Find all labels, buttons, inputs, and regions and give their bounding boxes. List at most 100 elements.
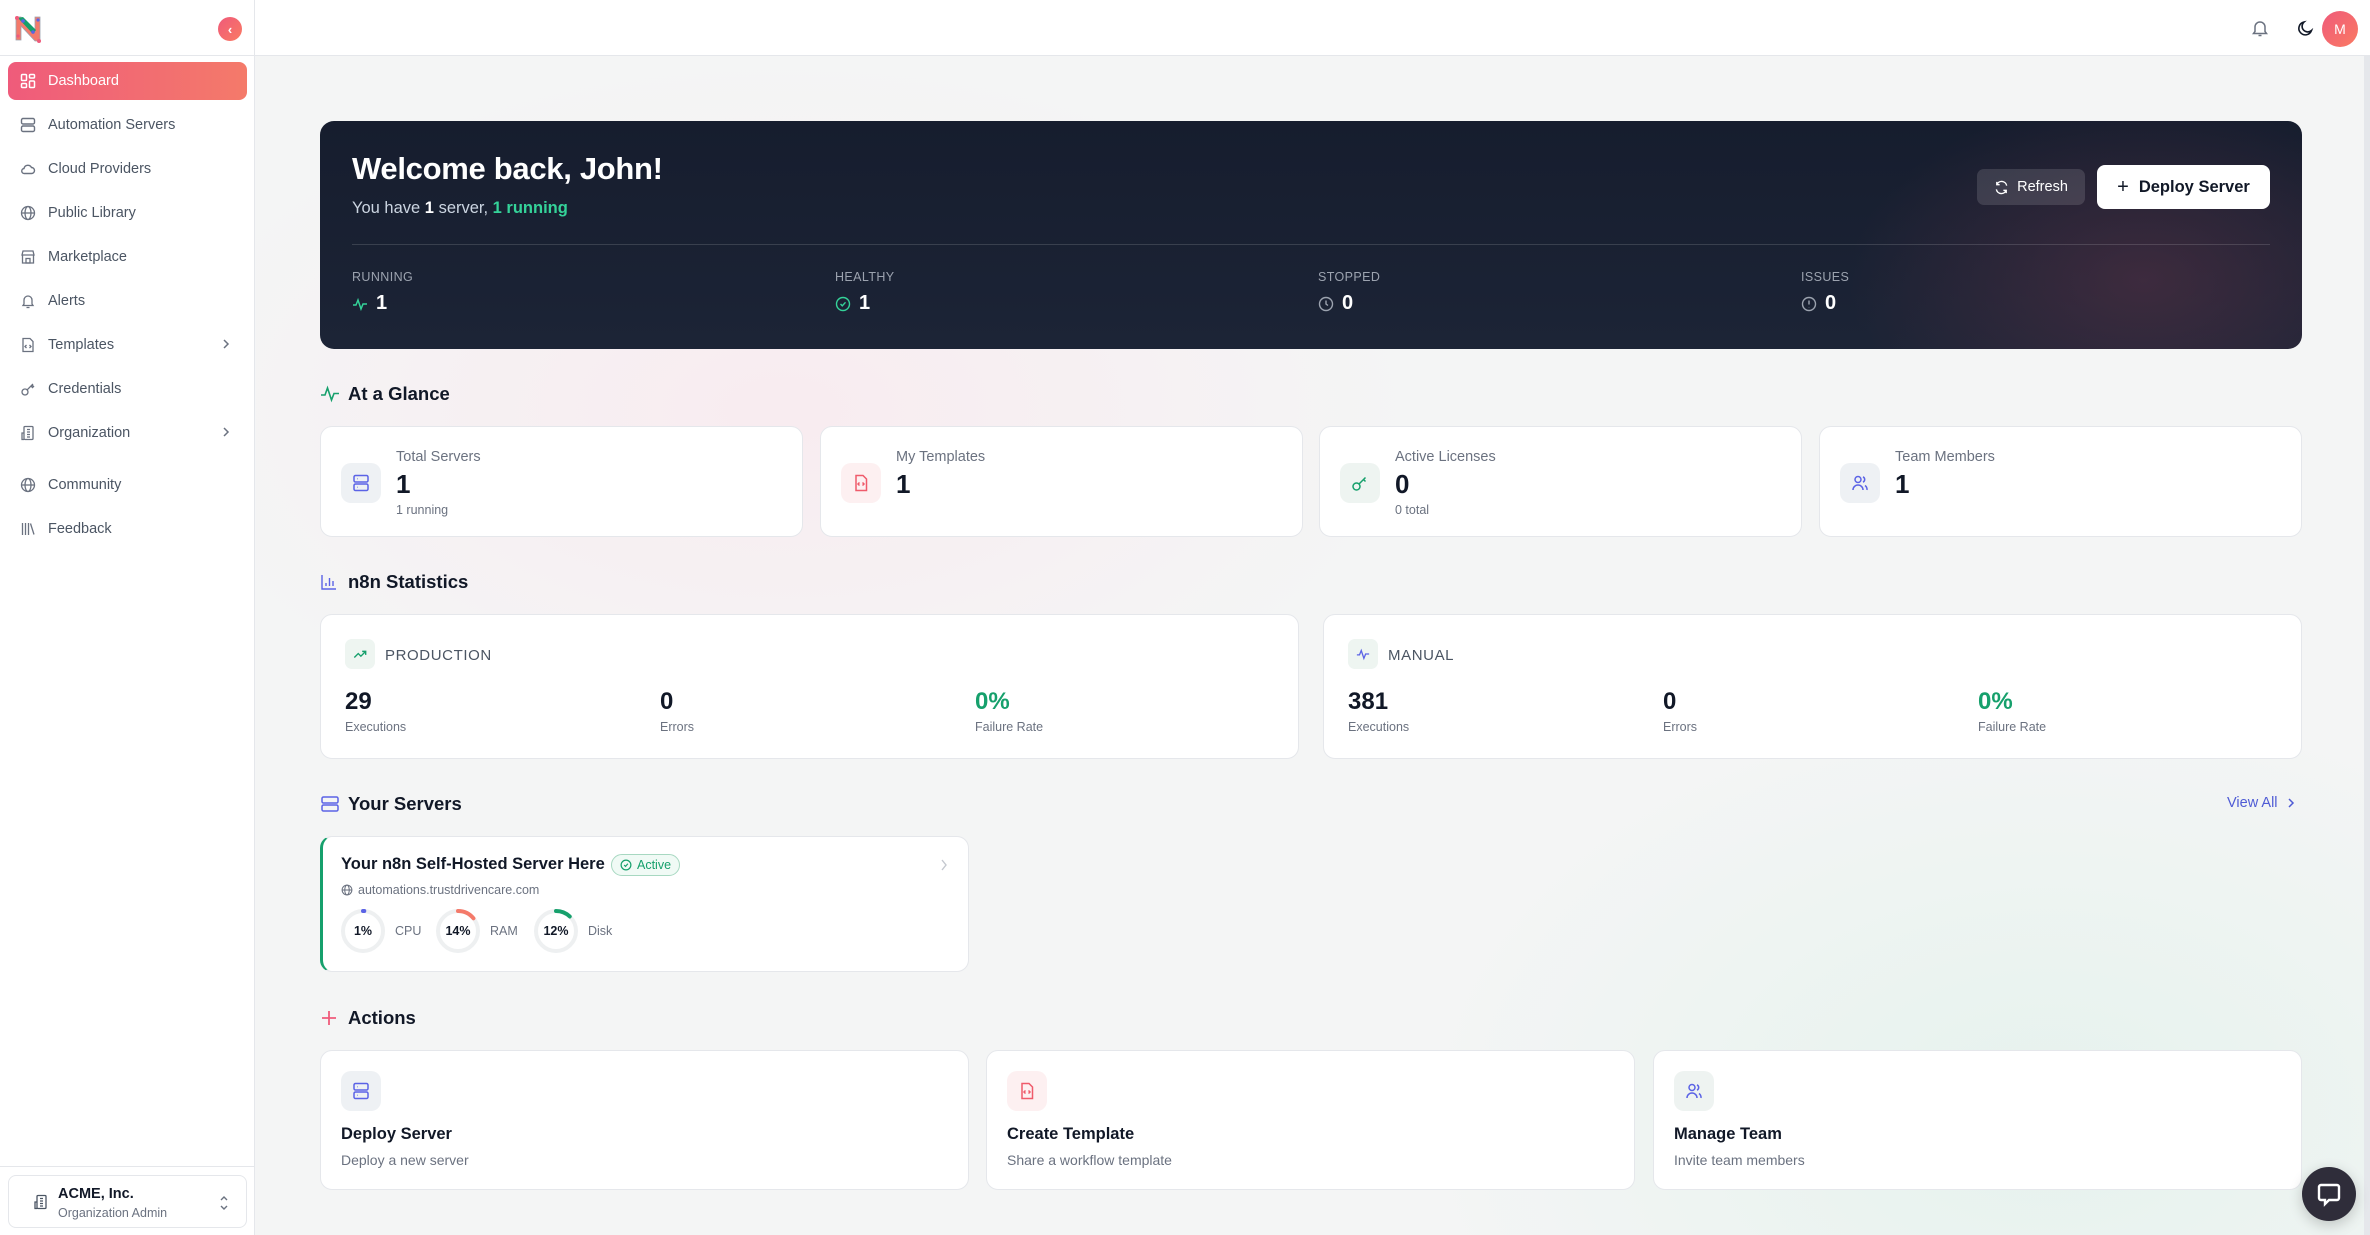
moon-icon[interactable] — [2296, 18, 2316, 38]
sidebar-item-label: Public Library — [48, 205, 136, 221]
card-value: 0 — [1395, 469, 1410, 499]
stat-value: 0 — [1342, 292, 1354, 314]
view-all-label: View All — [2227, 795, 2278, 811]
glance-card-active-licenses[interactable]: Active Licenses 0 0 total — [1319, 426, 1802, 537]
cloud-icon — [20, 161, 36, 177]
bell-icon[interactable] — [2250, 18, 2270, 38]
sidebar-item-label: Dashboard — [48, 73, 119, 89]
organization-name: ACME, Inc. — [58, 1186, 134, 1202]
file-code-icon — [1007, 1071, 1047, 1111]
server-url-text: automations.trustdrivencare.com — [358, 883, 540, 897]
sidebar-item-automation-servers[interactable]: Automation Servers — [8, 106, 247, 144]
sidebar-item-community[interactable]: Community — [8, 466, 247, 504]
welcome-banner: Welcome back, John! You have 1 server, 1… — [320, 121, 2302, 349]
status-badge: Active — [611, 854, 681, 876]
gauge-ram: 14% RAM — [434, 907, 518, 955]
trending-up-icon — [345, 639, 375, 669]
globe-icon — [20, 477, 36, 493]
server-name: Your n8n Self-Hosted Server Here — [341, 855, 605, 873]
stat-healthy: HEALTHY 1 — [835, 270, 895, 315]
file-code-icon — [841, 463, 881, 503]
action-subtitle: Invite team members — [1674, 1152, 1805, 1168]
refresh-icon — [1995, 180, 2008, 194]
user-avatar[interactable]: M — [2322, 11, 2358, 47]
metric-failure-rate: 0% Failure Rate — [1978, 688, 2046, 734]
metric-label: Executions — [345, 720, 407, 734]
card-label: Team Members — [1895, 449, 1995, 465]
gauge-pct: 14% — [445, 924, 471, 938]
sidebar-item-alerts[interactable]: Alerts — [8, 282, 247, 320]
sidebar-item-feedback[interactable]: Feedback — [8, 510, 247, 548]
view-all-servers-link[interactable]: View All — [2227, 795, 2298, 811]
sidebar-item-label: Credentials — [48, 381, 122, 397]
sidebar-header: ‹ — [0, 0, 254, 56]
stats-card-manual: MANUAL 381 Executions 0 Errors 0% Failur… — [1323, 614, 2302, 759]
server-card[interactable]: Your n8n Self-Hosted Server Here Active … — [320, 836, 969, 972]
stats-heading: MANUAL — [1388, 647, 1455, 664]
server-url: automations.trustdrivencare.com — [341, 883, 539, 897]
activity-icon — [1348, 639, 1378, 669]
server-count: 1 — [424, 199, 434, 217]
chat-widget-button[interactable] — [2302, 1167, 2356, 1221]
glance-card-my-templates[interactable]: My Templates 1 — [820, 426, 1303, 537]
server-icon — [341, 463, 381, 503]
deploy-server-button[interactable]: + Deploy Server — [2097, 165, 2270, 209]
banner-divider — [352, 244, 2270, 245]
sidebar-item-label: Automation Servers — [48, 117, 176, 133]
gauge-pct: 1% — [353, 924, 373, 938]
gauge-label: RAM — [490, 924, 518, 938]
metric-errors: 0 Errors — [660, 688, 694, 734]
globe-icon — [341, 884, 353, 896]
bell-icon — [20, 293, 36, 309]
plus-icon: + — [2117, 175, 2129, 198]
section-title-your-servers: Your Servers — [320, 793, 462, 815]
sidebar-item-label: Cloud Providers — [48, 161, 152, 177]
page-scrollbar[interactable] — [2364, 56, 2370, 1235]
welcome-title: Welcome back, John! — [352, 151, 663, 186]
glance-card-total-servers[interactable]: Total Servers 1 1 running — [320, 426, 803, 537]
app-logo[interactable] — [13, 14, 43, 43]
metric-value: 381 — [1348, 688, 1389, 715]
action-card-manage-team[interactable]: Manage Team Invite team members — [1653, 1050, 2302, 1190]
action-card-deploy-server[interactable]: Deploy Server Deploy a new server — [320, 1050, 969, 1190]
server-icon — [341, 1071, 381, 1111]
sidebar-item-label: Templates — [48, 337, 115, 353]
organization-switcher[interactable]: ACME, Inc. Organization Admin — [8, 1175, 247, 1228]
card-value: 1 — [896, 469, 911, 499]
activity-icon — [352, 296, 368, 312]
card-label: Active Licenses — [1395, 449, 1496, 465]
card-value: 1 — [396, 469, 411, 499]
metric-value: 0 — [1663, 688, 1677, 715]
gauge-label: Disk — [588, 924, 613, 938]
action-card-create-template[interactable]: Create Template Share a workflow templat… — [986, 1050, 1635, 1190]
sidebar-item-organization[interactable]: Organization — [8, 414, 247, 452]
alert-circle-icon — [1801, 296, 1817, 312]
building-icon — [20, 425, 36, 441]
chevrons-up-down-icon — [220, 1196, 228, 1210]
sidebar-item-public-library[interactable]: Public Library — [8, 194, 247, 232]
bar-chart-icon — [320, 572, 340, 592]
metric-errors: 0 Errors — [1663, 688, 1697, 734]
refresh-button[interactable]: Refresh — [1977, 169, 2085, 205]
sidebar-item-label: Feedback — [48, 521, 112, 537]
chevron-right-icon — [223, 427, 230, 437]
section-title-text: At a Glance — [348, 383, 450, 404]
dashboard-grid-icon — [20, 73, 36, 89]
action-subtitle: Share a workflow template — [1007, 1152, 1172, 1168]
chat-bubble-icon — [2317, 1183, 2341, 1207]
activity-icon — [320, 384, 340, 404]
collapse-sidebar-button[interactable]: ‹ — [218, 17, 242, 41]
building-icon — [34, 1194, 47, 1210]
plus-icon — [320, 1008, 340, 1028]
nav-spacer — [8, 458, 247, 466]
sidebar-item-cloud-providers[interactable]: Cloud Providers — [8, 150, 247, 188]
metric-value: 29 — [345, 688, 372, 715]
running-count: 1 running — [492, 199, 568, 217]
sidebar-item-dashboard[interactable]: Dashboard — [8, 62, 247, 100]
stat-label: RUNNING — [352, 270, 414, 284]
sidebar-item-marketplace[interactable]: Marketplace — [8, 238, 247, 276]
sidebar-item-templates[interactable]: Templates — [8, 326, 247, 364]
users-icon — [1674, 1071, 1714, 1111]
sidebar-item-credentials[interactable]: Credentials — [8, 370, 247, 408]
glance-card-team-members[interactable]: Team Members 1 — [1819, 426, 2302, 537]
